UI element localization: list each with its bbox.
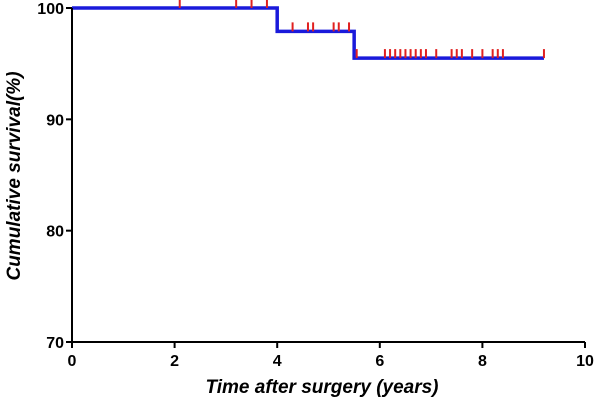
y-tick-label: 90: [46, 112, 64, 129]
y-tick-label: 100: [37, 1, 64, 18]
plot-layer: [72, 0, 545, 60]
tick-layer: 0 2 4 6 8 10 70 80 90 100: [37, 1, 594, 370]
y-axis-title: Cumulative survival(%): [4, 71, 25, 280]
x-tick-label: 0: [68, 353, 77, 370]
x-axis-title: Time after surgery (years): [205, 377, 438, 398]
x-tick-label: 6: [375, 353, 384, 370]
y-tick-label: 70: [46, 335, 64, 352]
x-tick-label: 10: [576, 353, 594, 370]
survival-step-line: [72, 6, 544, 60]
axis-layer: [71, 8, 585, 343]
x-tick-label: 2: [170, 353, 179, 370]
x-tick-label: 4: [273, 353, 282, 370]
x-tick-label: 8: [478, 353, 487, 370]
y-tick-label: 80: [46, 224, 64, 241]
